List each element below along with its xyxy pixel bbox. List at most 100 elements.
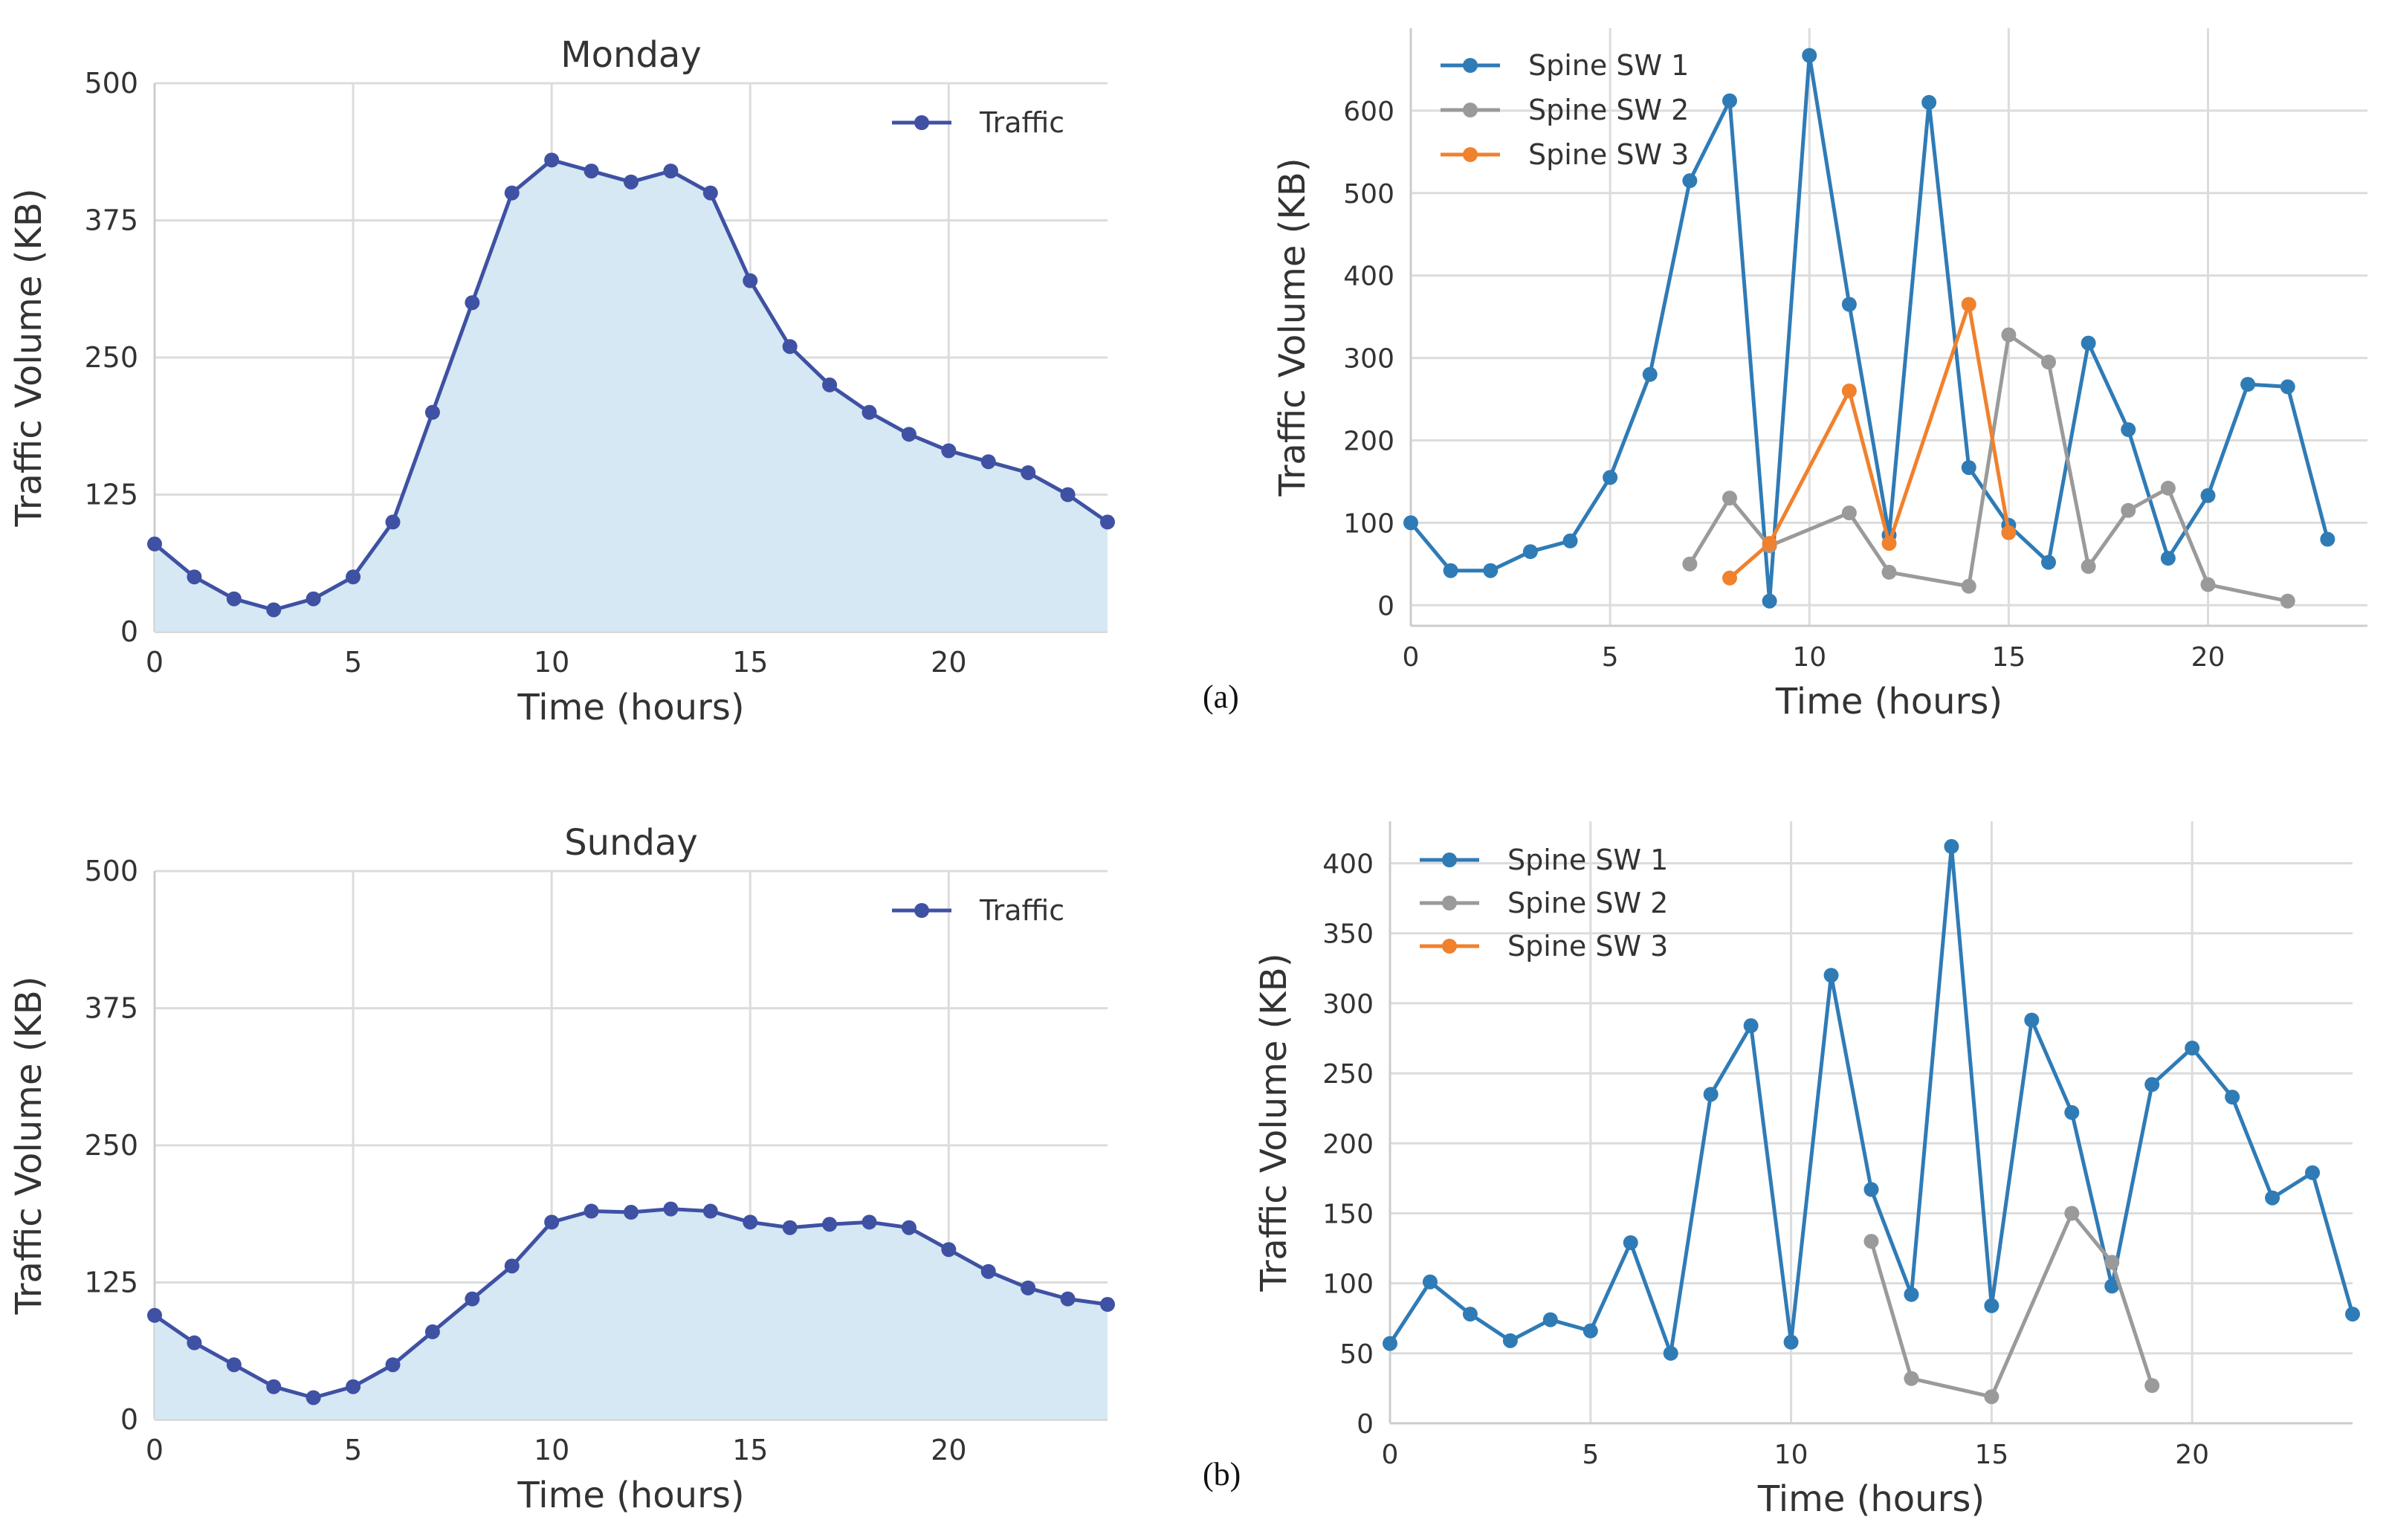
data-point-series-1 xyxy=(782,1220,798,1235)
data-point-series-1 xyxy=(1100,1297,1115,1313)
data-point-series-1 xyxy=(1802,48,1817,63)
data-point-series-1 xyxy=(2024,1012,2040,1028)
data-point-series-1 xyxy=(2305,1165,2321,1180)
legend-swatch-marker xyxy=(914,115,929,130)
data-point-series-2 xyxy=(2041,355,2056,370)
data-point-series-1 xyxy=(1060,487,1076,502)
x-tick-label: 15 xyxy=(732,1434,768,1466)
data-point-series-1 xyxy=(2240,377,2256,392)
chart-sunday: 0 5 10 15 20 0 125 250 375 500 Time (hours) Traffic… xyxy=(8,822,1115,1516)
data-point-series-1 xyxy=(385,514,401,530)
data-point-series-1 xyxy=(2160,551,2176,566)
y-tick-label: 400 xyxy=(1343,262,1394,292)
data-point-series-2 xyxy=(2081,559,2096,575)
data-point-series-2 xyxy=(1841,505,1857,521)
y-tick-label: 100 xyxy=(1343,508,1394,539)
data-point-series-3 xyxy=(1961,297,1976,312)
legend-label: Spine SW 3 xyxy=(1528,138,1689,171)
series-line-1 xyxy=(1409,54,2330,604)
data-point-series-2 xyxy=(2200,577,2216,592)
data-point-series-1 xyxy=(2064,1104,2080,1120)
data-point-series-1 xyxy=(2104,1278,2120,1294)
data-point-series-3 xyxy=(1841,383,1857,398)
x-axis-label: Time (hours) xyxy=(1757,1478,1985,1520)
data-point-series-1 xyxy=(1623,1235,1638,1250)
y-tick-label: 375 xyxy=(84,992,138,1025)
data-point-series-1 xyxy=(266,602,282,618)
data-point-series-2 xyxy=(1881,564,1897,580)
data-point-series-2 xyxy=(2104,1255,2120,1270)
data-point-series-1 xyxy=(861,1214,877,1230)
data-point-series-1 xyxy=(1603,470,1618,485)
data-point-series-1 xyxy=(1743,1018,1759,1034)
data-point-series-3 xyxy=(1722,570,1737,586)
y-tick-label: 0 xyxy=(1377,591,1394,621)
data-point-series-1 xyxy=(1403,515,1418,531)
data-point-series-1 xyxy=(624,1205,639,1220)
data-point-series-1 xyxy=(980,1264,996,1279)
data-point-series-1 xyxy=(2320,531,2335,547)
data-point-series-1 xyxy=(2280,379,2295,395)
y-tick-label: 50 xyxy=(1339,1339,1374,1370)
data-point-series-1 xyxy=(306,591,321,606)
data-point-series-2 xyxy=(2064,1206,2080,1221)
data-point-series-1 xyxy=(1562,533,1578,549)
series-line-1 xyxy=(1388,844,2355,1356)
data-point-series-1 xyxy=(782,339,798,355)
data-point-series-1 xyxy=(1663,1345,1678,1361)
chart-monday: 0 5 10 15 20 0 125 250 375 500 Time (hours) Traffic… xyxy=(8,34,1115,728)
legend-label: Traffic xyxy=(979,106,1064,139)
data-point-series-1 xyxy=(1483,563,1499,578)
data-point-series-1 xyxy=(147,536,162,551)
data-point-series-1 xyxy=(980,454,996,470)
x-tick-label: 10 xyxy=(1792,642,1826,673)
data-point-series-1 xyxy=(226,591,242,606)
data-point-series-1 xyxy=(2041,554,2056,570)
y-tick-label: 200 xyxy=(1322,1129,1374,1159)
x-tick-label: 20 xyxy=(2191,642,2225,673)
y-tick-label: 400 xyxy=(1322,850,1374,880)
x-tick-label: 20 xyxy=(931,1434,966,1466)
data-point-series-1 xyxy=(346,569,361,585)
data-point-series-1 xyxy=(544,152,560,168)
data-point-series-3 xyxy=(1881,536,1897,551)
series-line-3 xyxy=(1728,302,2011,580)
data-point-series-1 xyxy=(901,1220,917,1235)
chart-title: Sunday xyxy=(564,822,698,864)
y-tick-label: 150 xyxy=(1322,1199,1374,1229)
x-tick-label: 0 xyxy=(146,646,164,679)
panel-label-a: (a) xyxy=(1203,679,1239,715)
y-tick-label: 250 xyxy=(84,341,138,374)
legend-label: Spine SW 2 xyxy=(1507,887,1668,919)
x-tick-label: 5 xyxy=(1602,642,1619,673)
data-point-series-1 xyxy=(1502,1333,1518,1348)
panel-label-b: (b) xyxy=(1203,1456,1241,1492)
data-point-series-1 xyxy=(2200,488,2216,503)
legend-swatch-marker xyxy=(914,903,929,918)
y-tick-label: 125 xyxy=(84,479,138,511)
y-axis-label: Traffic Volume (KB) xyxy=(1253,953,1295,1292)
x-tick-label: 10 xyxy=(534,1434,569,1466)
y-axis-label: Traffic Volume (KB) xyxy=(8,188,50,527)
data-point-series-1 xyxy=(1422,1274,1438,1290)
data-point-series-1 xyxy=(465,295,480,311)
plot-area xyxy=(147,152,1115,632)
y-tick-label: 600 xyxy=(1343,97,1394,127)
data-point-series-1 xyxy=(504,1258,520,1274)
data-point-series-1 xyxy=(2185,1041,2200,1056)
y-tick-label: 100 xyxy=(1322,1269,1374,1300)
data-point-series-1 xyxy=(1021,465,1036,480)
data-point-series-2 xyxy=(2001,327,2017,343)
data-point-series-1 xyxy=(1762,593,1777,609)
legend-label: Spine SW 1 xyxy=(1507,844,1668,876)
y-tick-label: 500 xyxy=(1343,179,1394,210)
data-point-series-2 xyxy=(2121,502,2136,518)
x-tick-label: 5 xyxy=(1582,1440,1599,1470)
data-point-series-1 xyxy=(1522,544,1538,560)
legend-swatch-marker xyxy=(1463,58,1478,73)
data-point-series-1 xyxy=(226,1357,242,1373)
y-tick-label: 350 xyxy=(1322,919,1374,950)
data-point-series-2 xyxy=(1682,556,1698,572)
data-point-series-1 xyxy=(1060,1291,1076,1307)
